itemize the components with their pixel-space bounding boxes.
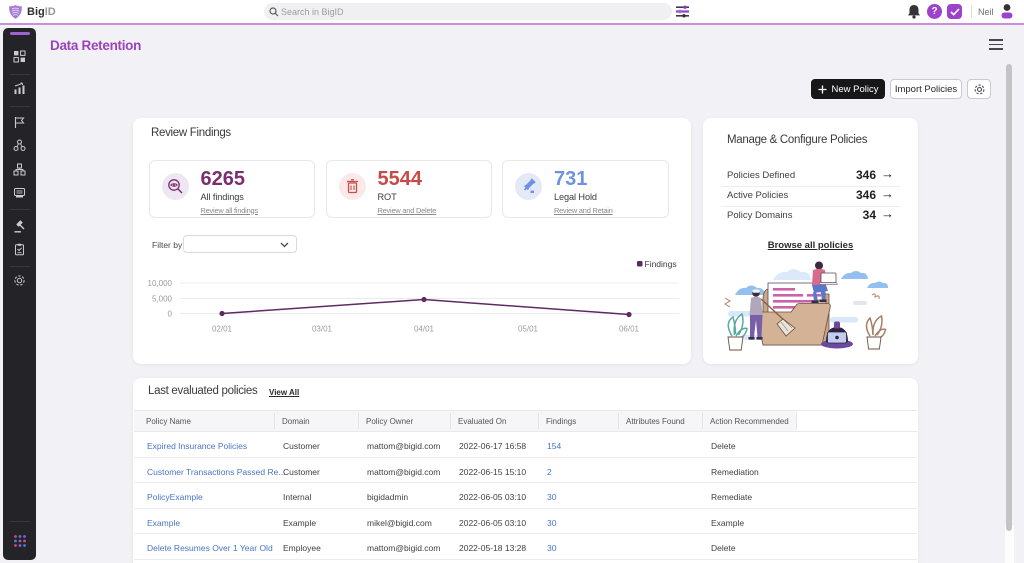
svg-text:02/01: 02/01 (212, 325, 233, 334)
svg-text:06/01: 06/01 (619, 325, 640, 334)
svg-text:03/01: 03/01 (312, 325, 333, 334)
svg-text:10,000: 10,000 (148, 279, 173, 288)
svg-text:Findings: Findings (645, 259, 677, 269)
svg-text:04/01: 04/01 (414, 325, 435, 334)
svg-text:05/01: 05/01 (518, 325, 539, 334)
svg-text:5,000: 5,000 (152, 295, 173, 304)
svg-text:0: 0 (168, 310, 173, 319)
